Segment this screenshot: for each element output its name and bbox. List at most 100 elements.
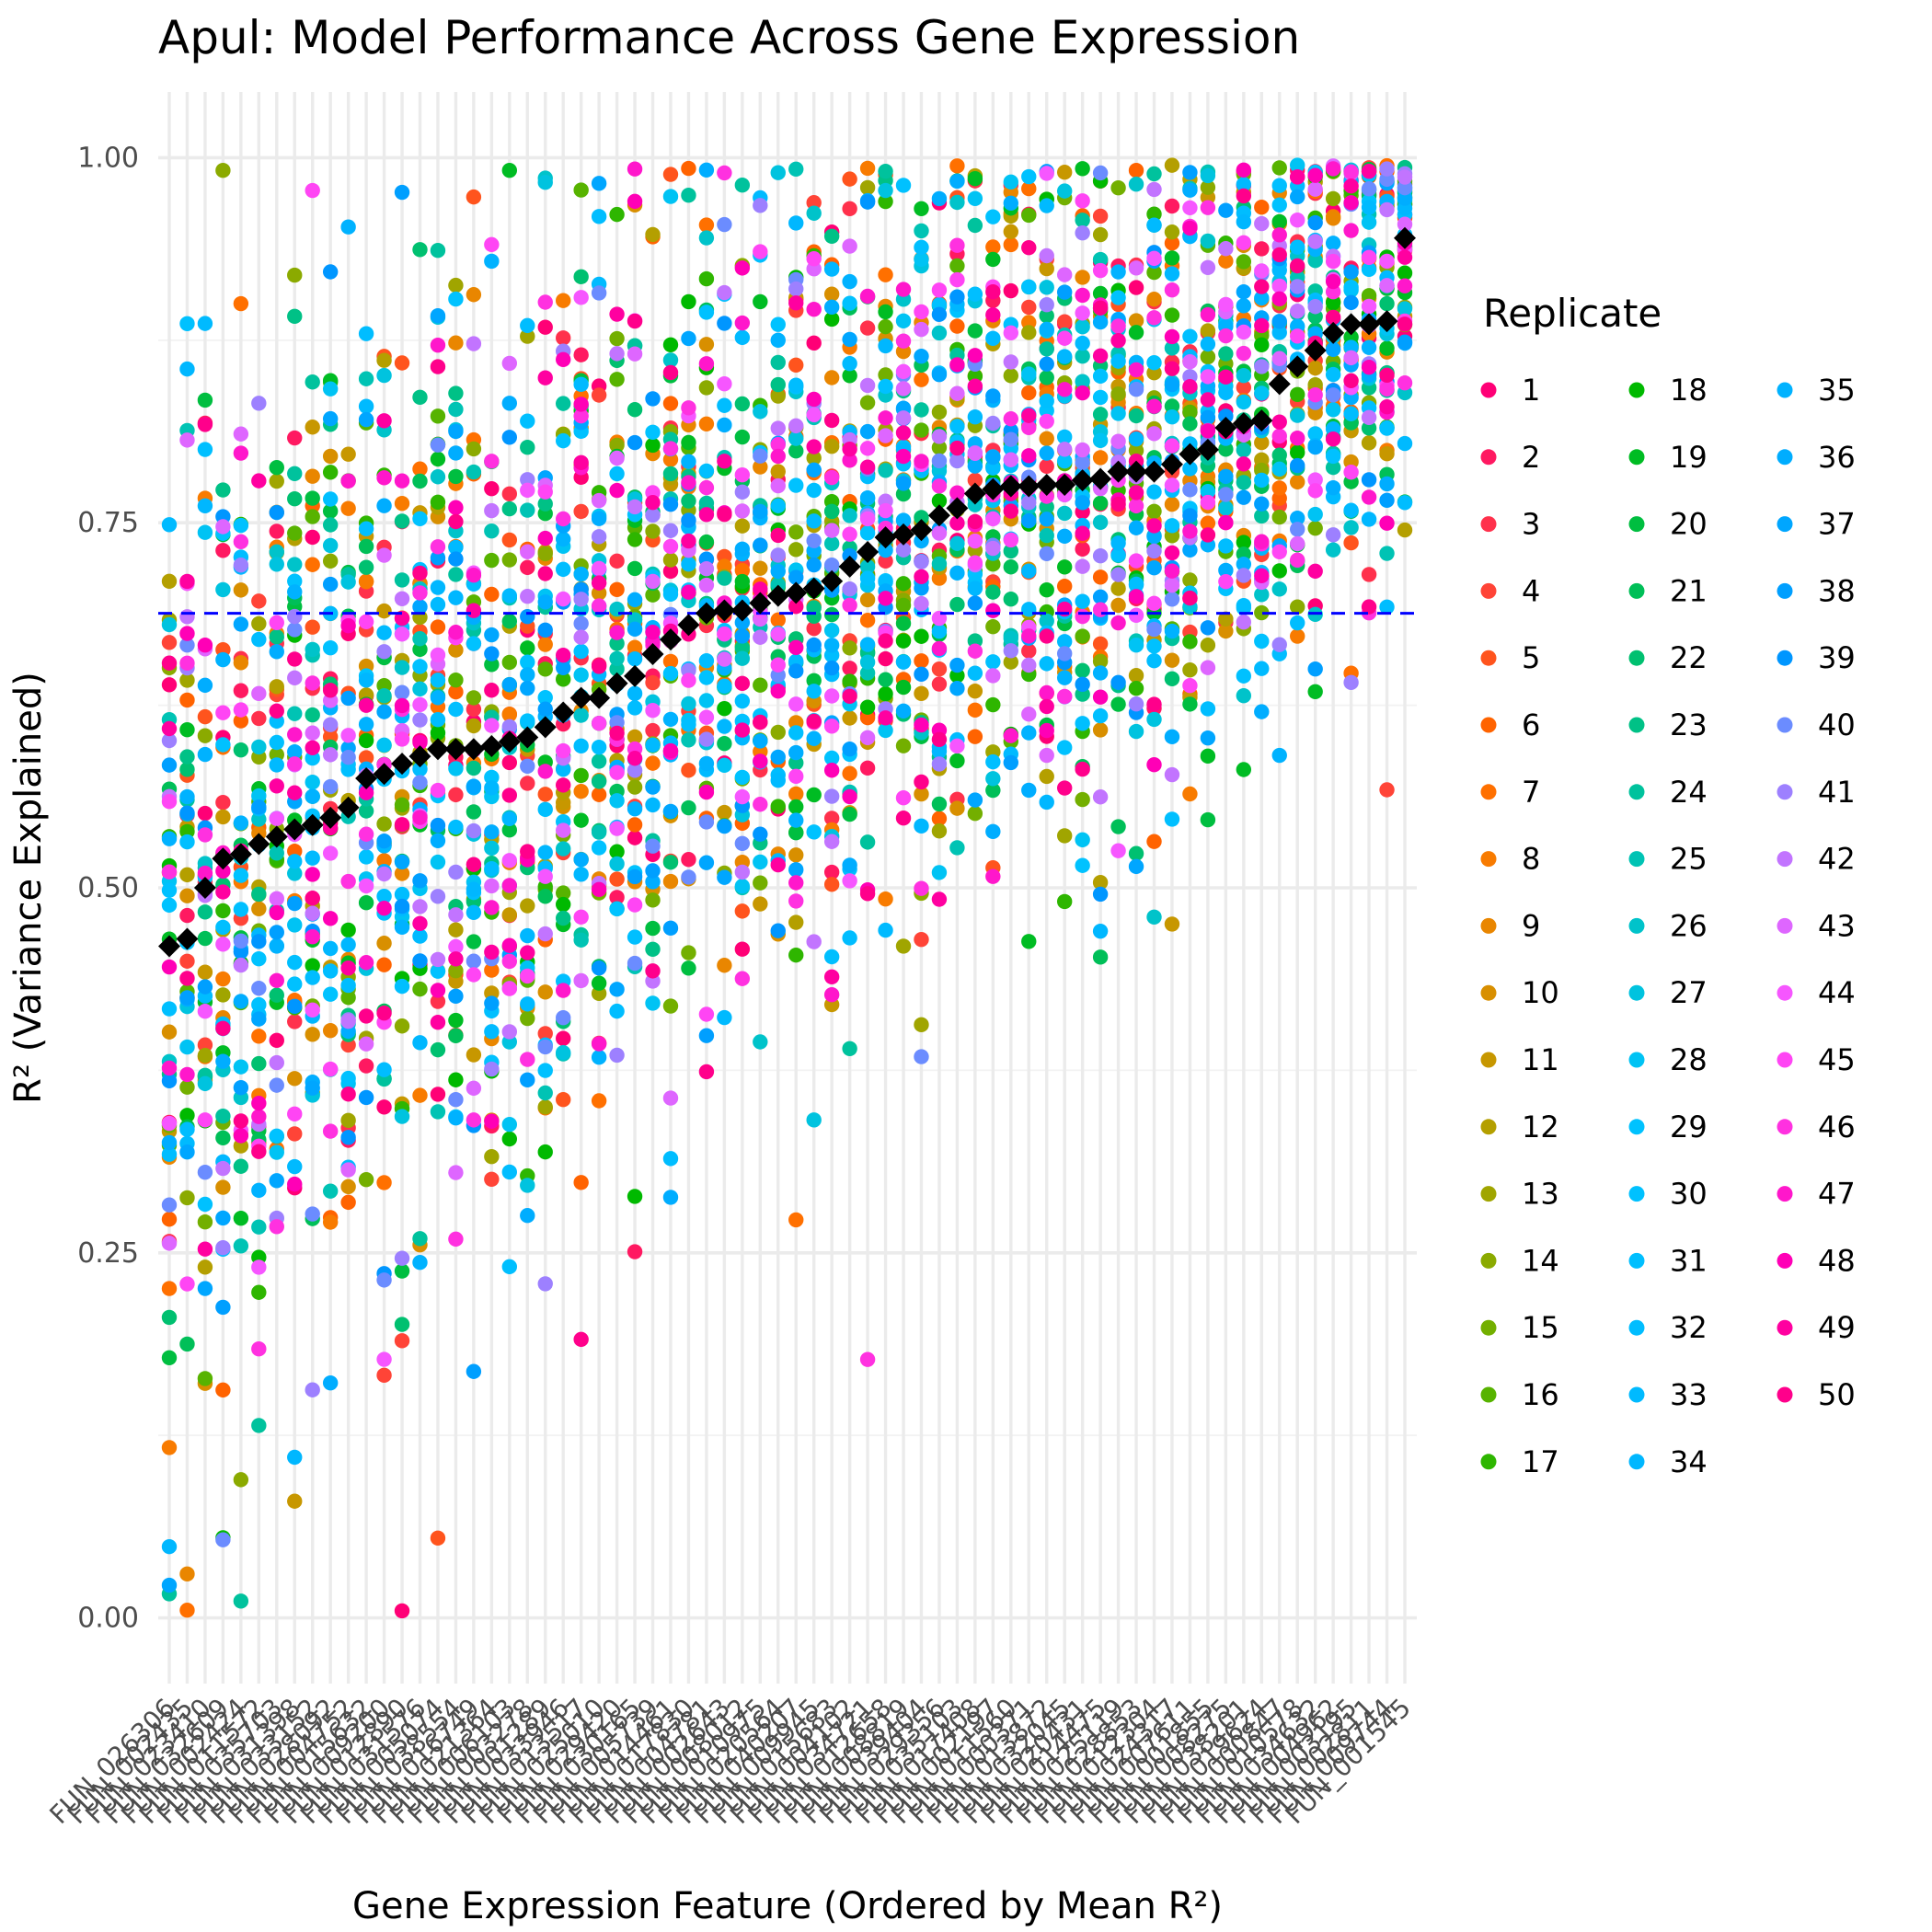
- replicate-point: [501, 654, 518, 671]
- replicate-point: [788, 281, 804, 297]
- replicate-point: [949, 419, 965, 434]
- replicate-point: [1325, 448, 1341, 465]
- replicate-point: [1290, 157, 1305, 173]
- replicate-point: [501, 486, 518, 502]
- replicate-point: [179, 1066, 195, 1083]
- replicate-point: [161, 732, 178, 749]
- replicate-point: [842, 873, 857, 889]
- replicate-point: [358, 894, 374, 911]
- replicate-point: [914, 653, 929, 669]
- replicate-point: [1110, 615, 1126, 631]
- replicate-point: [1361, 435, 1377, 451]
- replicate-point: [591, 285, 607, 301]
- replicate-point: [914, 931, 929, 948]
- legend-label: 34: [1670, 1444, 1708, 1479]
- replicate-point: [322, 1022, 339, 1039]
- replicate-point: [305, 509, 320, 524]
- replicate-point: [788, 725, 804, 741]
- replicate-point: [376, 737, 392, 753]
- replicate-point: [788, 812, 804, 828]
- replicate-point: [823, 750, 840, 766]
- replicate-point: [1182, 200, 1198, 216]
- replicate-point: [556, 511, 571, 527]
- replicate-point: [1343, 339, 1359, 355]
- replicate-point: [931, 570, 948, 586]
- replicate-point: [448, 1012, 464, 1029]
- legend-label: 2: [1522, 440, 1540, 475]
- replicate-point: [1236, 298, 1252, 314]
- replicate-point: [412, 631, 428, 647]
- replicate-point: [931, 731, 948, 748]
- replicate-point: [1003, 431, 1018, 447]
- replicate-point: [322, 963, 339, 979]
- replicate-point: [698, 561, 715, 577]
- replicate-point: [662, 855, 679, 870]
- replicate-point: [179, 1108, 195, 1123]
- replicate-point: [806, 450, 822, 466]
- replicate-point: [233, 1472, 249, 1488]
- replicate-point: [949, 657, 965, 673]
- replicate-point: [717, 570, 732, 586]
- replicate-point: [717, 626, 732, 642]
- replicate-point: [537, 661, 553, 677]
- replicate-point: [770, 477, 786, 494]
- replicate-point: [609, 482, 625, 499]
- replicate-point: [645, 226, 661, 243]
- replicate-point: [179, 867, 195, 883]
- replicate-point: [698, 670, 715, 685]
- replicate-point: [358, 538, 374, 555]
- replicate-point: [1236, 598, 1252, 614]
- replicate-point: [573, 643, 589, 660]
- replicate-point: [287, 1126, 303, 1142]
- mean-marker: [1268, 373, 1291, 396]
- replicate-point: [627, 621, 643, 638]
- replicate-point: [1092, 348, 1109, 364]
- legend-key: [1628, 650, 1645, 666]
- replicate-point: [895, 381, 912, 397]
- mean-marker: [516, 726, 539, 749]
- replicate-point: [1164, 652, 1180, 668]
- replicate-point: [215, 1179, 231, 1195]
- replicate-point: [895, 178, 912, 193]
- mean-marker: [1071, 469, 1094, 492]
- replicate-point: [914, 717, 929, 733]
- replicate-point: [430, 494, 446, 510]
- replicate-point: [627, 434, 643, 451]
- legend-label: 28: [1670, 1042, 1708, 1077]
- legend-label: 13: [1522, 1177, 1559, 1212]
- mean-marker: [785, 581, 808, 604]
- replicate-point: [1128, 382, 1144, 397]
- replicate-point: [1271, 247, 1287, 263]
- replicate-point: [340, 1130, 356, 1145]
- replicate-point: [556, 293, 571, 308]
- replicate-point: [179, 1566, 195, 1582]
- replicate-point: [484, 552, 500, 569]
- replicate-point: [914, 201, 929, 217]
- replicate-point: [556, 1044, 571, 1061]
- replicate-point: [1361, 409, 1377, 425]
- replicate-point: [340, 1013, 356, 1029]
- replicate-point: [878, 502, 893, 519]
- mean-marker: [695, 602, 718, 625]
- replicate-point: [1343, 674, 1359, 691]
- replicate-point: [609, 661, 625, 677]
- replicate-point: [448, 567, 464, 582]
- replicate-point: [466, 701, 482, 718]
- replicate-point: [1146, 909, 1162, 925]
- replicate-point: [484, 878, 500, 894]
- replicate-point: [859, 570, 876, 586]
- replicate-point: [1092, 226, 1109, 243]
- replicate-point: [1361, 261, 1377, 278]
- replicate-point: [878, 685, 893, 702]
- replicate-point: [448, 335, 464, 351]
- replicate-point: [770, 749, 786, 765]
- legend-label: 16: [1522, 1377, 1559, 1412]
- replicate-point: [287, 525, 303, 541]
- replicate-point: [967, 408, 983, 425]
- replicate-point: [788, 542, 804, 558]
- replicate-point: [358, 1008, 374, 1024]
- mean-marker: [158, 935, 180, 958]
- replicate-point: [197, 979, 213, 995]
- replicate-point: [1128, 280, 1144, 295]
- replicate-point: [627, 499, 643, 515]
